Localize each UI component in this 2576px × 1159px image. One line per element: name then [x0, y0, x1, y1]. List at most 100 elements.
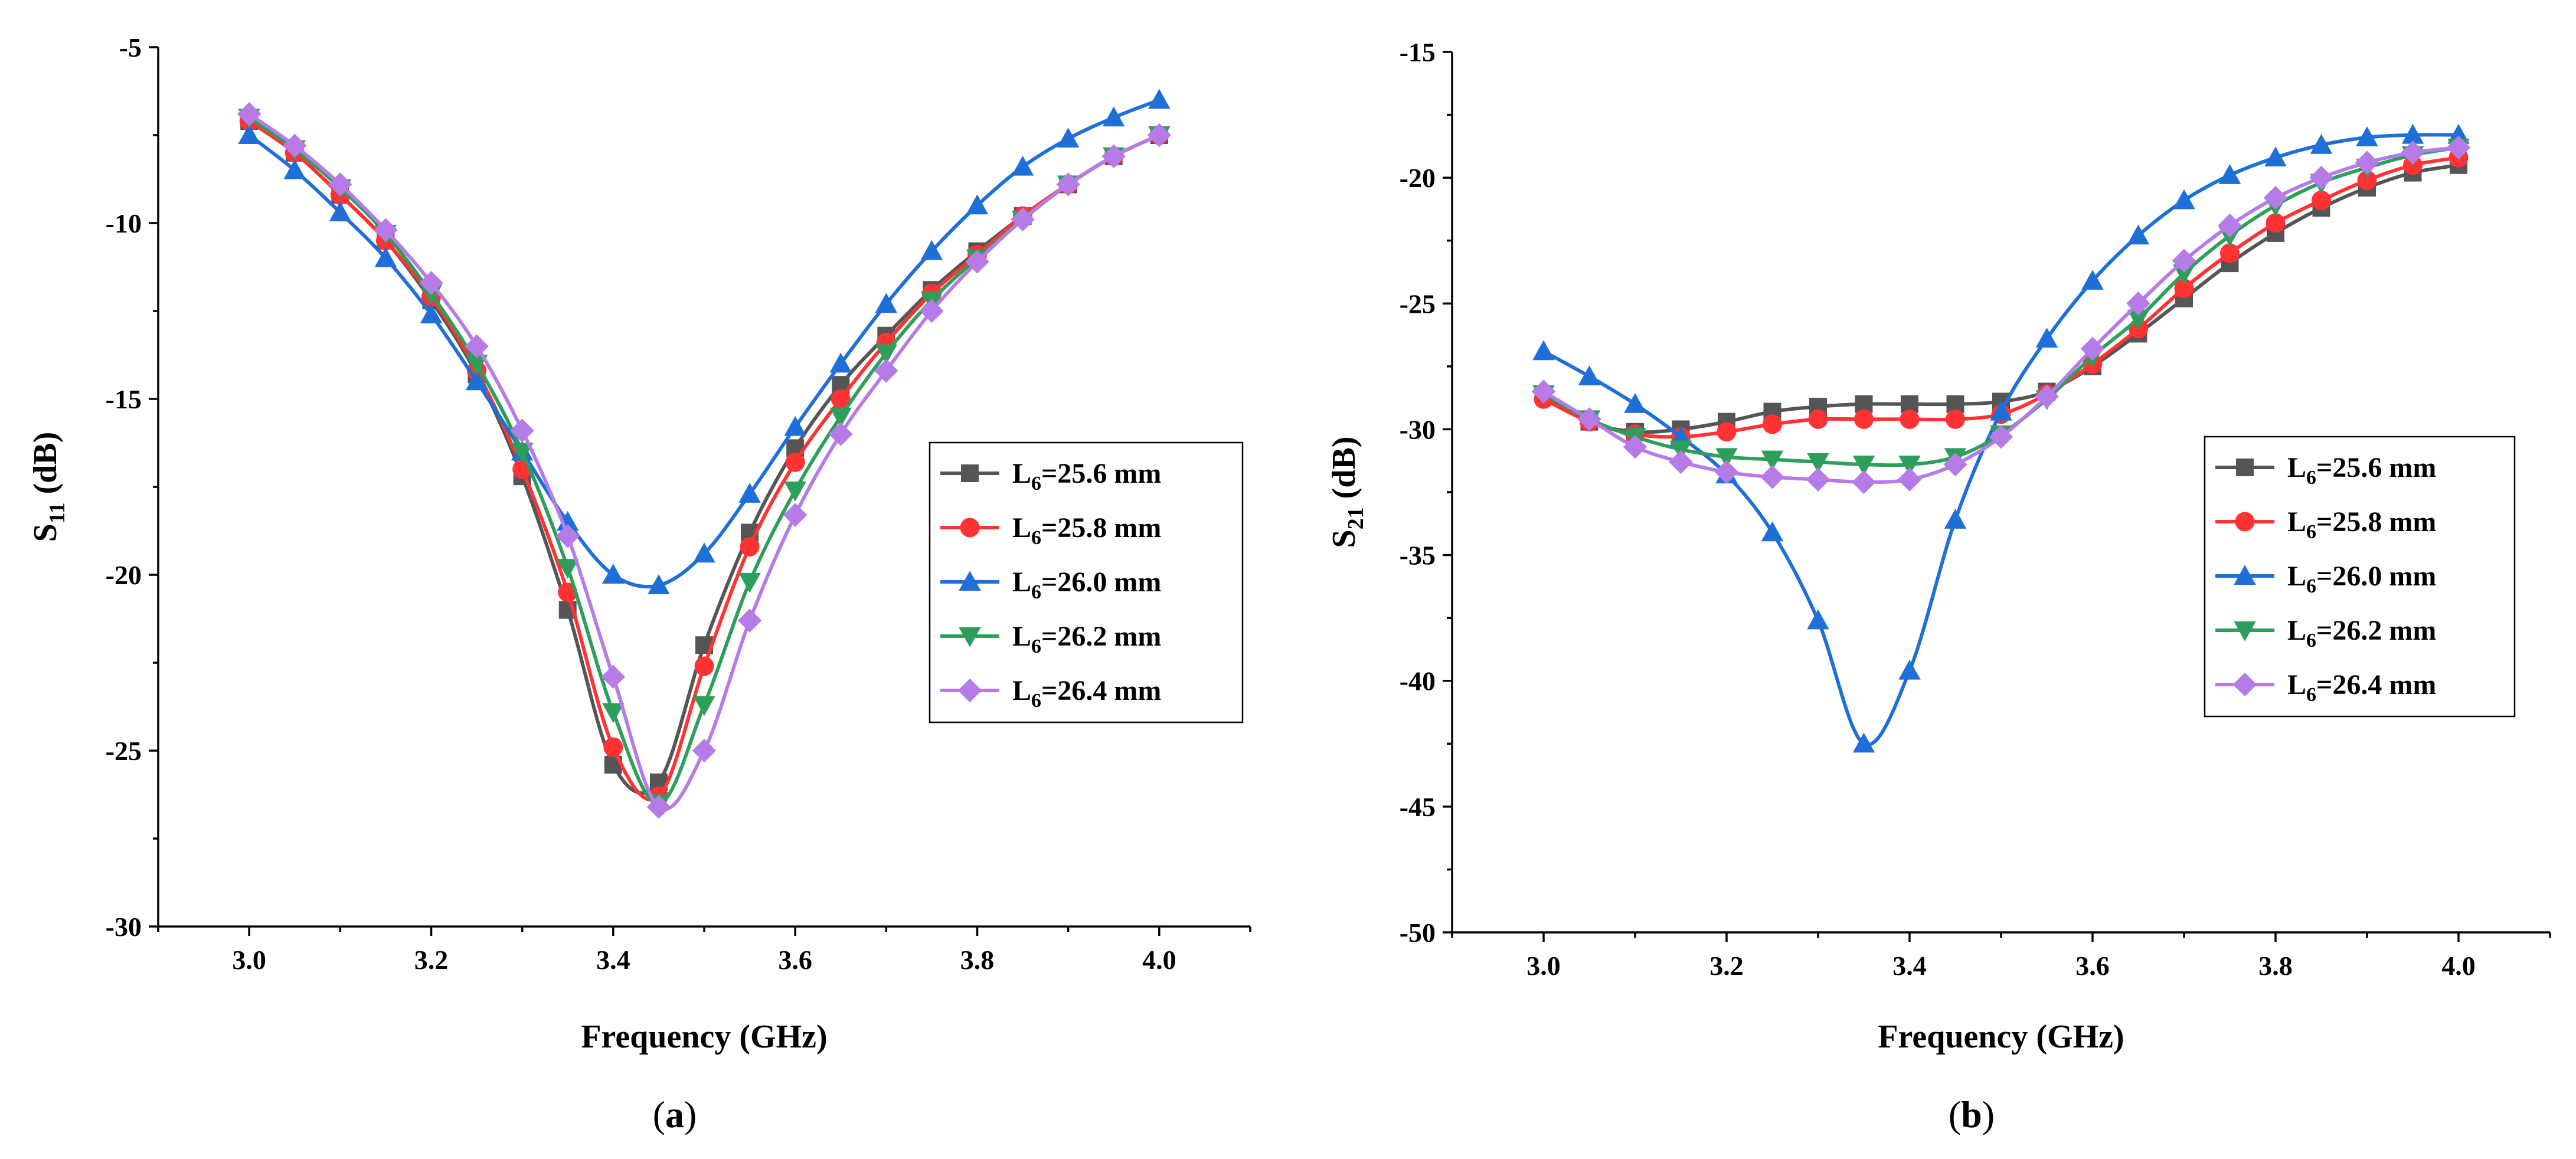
series-line-0: [1542, 163, 2459, 434]
legend-label: L6=26.4 mm: [1012, 675, 1161, 712]
y-tick-label: -15: [106, 384, 142, 414]
data-point: [2401, 123, 2424, 144]
legend-label-main: L: [2287, 615, 2306, 646]
legend-label-sub: 6: [2306, 467, 2316, 489]
data-point: [602, 703, 625, 723]
data-point: [966, 194, 989, 215]
y-tick-label: -25: [106, 736, 142, 766]
data-point: [419, 271, 443, 295]
legend-label: L6=26.4 mm: [2287, 669, 2436, 706]
legend-item: L6=25.6 mm: [2215, 452, 2436, 489]
legend-item: L6=26.0 mm: [2215, 561, 2436, 597]
data-point: [1578, 365, 1601, 385]
x-tick-label: 4.0: [1142, 945, 1176, 975]
data-point: [2446, 135, 2471, 160]
caption-close: ): [1982, 1093, 1995, 1135]
caption-close: ): [684, 1093, 697, 1135]
data-point: [1624, 393, 1646, 413]
x-tick-label: 4.0: [2441, 951, 2476, 981]
data-point: [2266, 213, 2286, 233]
caption-letter: b: [1961, 1093, 1982, 1135]
data-point: [2356, 126, 2378, 146]
data-point: [2218, 213, 2242, 238]
data-point: [740, 536, 760, 556]
data-point: [784, 415, 806, 436]
data-point: [1715, 448, 1738, 469]
data-point: [646, 795, 671, 819]
data-point: [829, 422, 853, 446]
series-line-4: [1542, 146, 2459, 484]
data-point: [738, 483, 761, 503]
y-tick-label: -5: [119, 32, 142, 63]
y-axis-title-main: S: [27, 523, 64, 542]
x-tick-label: 3.0: [232, 945, 266, 975]
data-point: [1011, 207, 1035, 232]
chart-panel-a: -30 -25 -20 -15 -10 -5 3.0 3.2 3.4 3.6 3.8 4.0 Frequ…: [27, 32, 1251, 1135]
legend-item: L6=25.6 mm: [940, 458, 1161, 495]
legend-label-sub: 6: [1031, 527, 1041, 549]
data-point: [2264, 146, 2287, 167]
data-point: [1807, 609, 1829, 630]
legend-swatch-marker: [957, 678, 982, 703]
data-point: [2218, 164, 2241, 184]
data-point: [1056, 172, 1080, 197]
y-axis-title: S21 (dB): [1326, 437, 1368, 548]
data-point: [1101, 144, 1126, 169]
legend-label-sub: 6: [1031, 636, 1041, 657]
x-tick-label: 3.4: [1892, 951, 1927, 981]
data-point: [2263, 185, 2288, 210]
data-point: [465, 334, 489, 358]
data-point: [2220, 243, 2240, 263]
legend-label-tail: =25.6 mm: [2316, 452, 2436, 483]
data-point: [1623, 435, 1647, 459]
data-point: [1943, 452, 1967, 477]
y-tick-label: -30: [1400, 414, 1436, 444]
data-point: [1717, 422, 1737, 442]
data-point: [694, 656, 714, 676]
legend-item: L6=25.8 mm: [940, 512, 1161, 549]
data-point: [238, 124, 260, 144]
y-axis-title-sub: 11: [45, 502, 70, 523]
y-tick-label: -50: [1400, 918, 1436, 948]
legend-swatch-marker: [959, 627, 981, 647]
data-point: [2357, 170, 2377, 190]
legend-label-sub: 6: [1031, 473, 1041, 495]
legend-label-tail: =26.0 mm: [2316, 561, 2436, 592]
legend-label: L6=26.0 mm: [2287, 561, 2436, 597]
data-point: [1852, 456, 1875, 476]
legend-item: L6=26.2 mm: [940, 621, 1161, 657]
series-4: [237, 102, 1172, 819]
data-point: [374, 218, 398, 243]
data-point: [785, 452, 805, 472]
x-axis-title: Frequency (GHz): [1878, 1019, 2124, 1055]
y-axis-title-unit: (dB): [1326, 437, 1362, 508]
x-tick-label: 3.4: [596, 945, 630, 975]
x-tick-label: 3.2: [414, 945, 449, 975]
caption-letter: a: [665, 1093, 684, 1135]
data-point: [328, 172, 352, 197]
data-point: [2355, 150, 2379, 175]
y-tick-label: -20: [106, 560, 142, 590]
data-point: [1761, 521, 1784, 542]
legend-swatch-marker: [2235, 512, 2255, 532]
legend-label-sub: 6: [2306, 684, 2316, 706]
legend-label-sub: 6: [1031, 581, 1041, 603]
legend-label: L6=25.6 mm: [2287, 452, 2436, 489]
legend-label-main: L: [1012, 675, 1031, 706]
data-point: [920, 240, 943, 260]
y-tick-label: -45: [1400, 792, 1436, 822]
legend-label: L6=25.8 mm: [2287, 506, 2436, 543]
data-point: [783, 503, 808, 527]
legend-label: L6=26.0 mm: [1012, 567, 1161, 603]
data-point: [875, 293, 898, 313]
legend-swatch-marker: [959, 571, 981, 591]
data-point: [1854, 409, 1874, 429]
data-point: [1897, 467, 1922, 492]
legend-label-sub: 6: [2306, 521, 2316, 543]
data-point: [2172, 248, 2196, 273]
series-line-1: [1542, 156, 2459, 439]
data-point: [510, 418, 534, 443]
legend-label-sub: 6: [2306, 575, 2316, 597]
